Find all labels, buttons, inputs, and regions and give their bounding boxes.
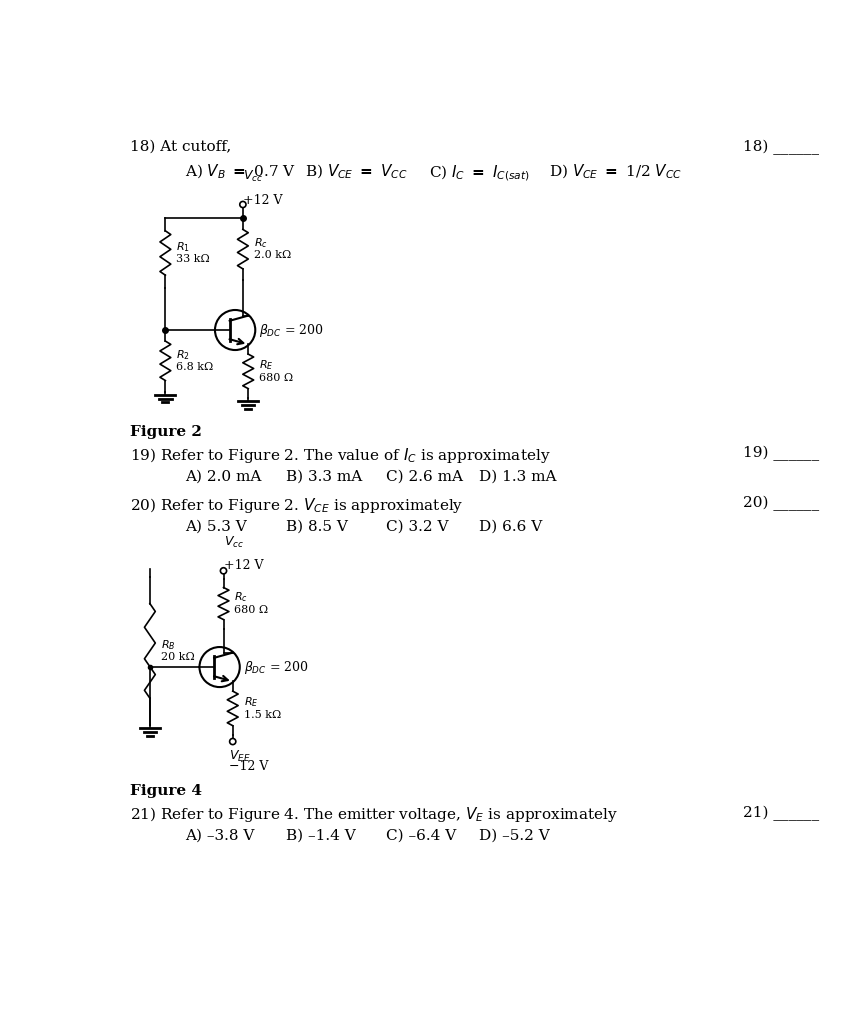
Text: +12 V: +12 V	[243, 194, 282, 207]
Text: $\beta_{DC}$ = 200: $\beta_{DC}$ = 200	[259, 322, 323, 339]
Text: D) 1.3 mA: D) 1.3 mA	[480, 469, 557, 483]
Text: 19) ______: 19) ______	[743, 446, 819, 462]
Text: $V_{cc}$: $V_{cc}$	[243, 169, 263, 184]
Text: $R_E$: $R_E$	[259, 358, 274, 372]
Text: 20) Refer to Figure 2. $V_{CE}$ is approximately: 20) Refer to Figure 2. $V_{CE}$ is appro…	[130, 496, 464, 515]
Text: D) 6.6 V: D) 6.6 V	[480, 519, 542, 534]
Text: C) 2.6 mA: C) 2.6 mA	[386, 469, 463, 483]
Text: $R_E$: $R_E$	[244, 695, 258, 710]
Text: 20) ______: 20) ______	[743, 496, 819, 511]
Text: $R_2$: $R_2$	[176, 348, 190, 361]
Text: 1.5 kΩ: 1.5 kΩ	[244, 710, 281, 720]
Text: 19) Refer to Figure 2. The value of $I_C$ is approximately: 19) Refer to Figure 2. The value of $I_C…	[130, 446, 551, 465]
Text: +12 V: +12 V	[223, 559, 263, 572]
Text: B) –1.4 V: B) –1.4 V	[286, 828, 355, 843]
Text: $R_c$: $R_c$	[254, 237, 268, 250]
Text: $R_c$: $R_c$	[234, 591, 248, 604]
Text: C) $I_C$ $\mathbf{=}$ $I_{C(sat)}$: C) $I_C$ $\mathbf{=}$ $I_{C(sat)}$	[429, 163, 529, 182]
Text: D) $V_{CE}$ $\mathbf{=}$ 1/2 $V_{CC}$: D) $V_{CE}$ $\mathbf{=}$ 1/2 $V_{CC}$	[549, 163, 682, 181]
Text: 18) ______: 18) ______	[743, 140, 819, 155]
Text: $R_1$: $R_1$	[176, 240, 190, 254]
Text: B) 3.3 mA: B) 3.3 mA	[286, 469, 362, 483]
Text: $\beta_{DC}$ = 200: $\beta_{DC}$ = 200	[244, 658, 308, 676]
Text: 33 kΩ: 33 kΩ	[176, 254, 210, 264]
Text: Figure 4: Figure 4	[130, 784, 202, 798]
Text: A) 2.0 mA: A) 2.0 mA	[184, 469, 261, 483]
Text: Figure 2: Figure 2	[130, 425, 202, 438]
Text: B) $V_{CE}$ $\mathbf{=}$ $V_{CC}$: B) $V_{CE}$ $\mathbf{=}$ $V_{CC}$	[305, 163, 408, 181]
Text: 21) Refer to Figure 4. The emitter voltage, $V_E$ is approximately: 21) Refer to Figure 4. The emitter volta…	[130, 806, 619, 824]
Text: $V_{EE}$: $V_{EE}$	[229, 750, 251, 764]
Text: 680 Ω: 680 Ω	[259, 373, 293, 383]
Text: B) 8.5 V: B) 8.5 V	[286, 519, 347, 534]
Text: 2.0 kΩ: 2.0 kΩ	[254, 250, 291, 260]
Text: C) –6.4 V: C) –6.4 V	[386, 828, 456, 843]
Text: 18) At cutoff,: 18) At cutoff,	[130, 140, 232, 154]
Text: 20 kΩ: 20 kΩ	[160, 652, 195, 663]
Text: $R_B$: $R_B$	[160, 638, 175, 651]
Text: −12 V: −12 V	[229, 760, 269, 773]
Text: 680 Ω: 680 Ω	[234, 605, 269, 614]
Text: A) 5.3 V: A) 5.3 V	[184, 519, 246, 534]
Text: C) 3.2 V: C) 3.2 V	[386, 519, 449, 534]
Text: A) $V_B$ $\mathbf{=}$ 0.7 V: A) $V_B$ $\mathbf{=}$ 0.7 V	[184, 163, 296, 181]
Text: $V_{cc}$: $V_{cc}$	[223, 535, 244, 550]
Text: 6.8 kΩ: 6.8 kΩ	[176, 361, 214, 372]
Text: D) –5.2 V: D) –5.2 V	[480, 828, 550, 843]
Text: A) –3.8 V: A) –3.8 V	[184, 828, 254, 843]
Text: 21) ______: 21) ______	[743, 806, 819, 820]
